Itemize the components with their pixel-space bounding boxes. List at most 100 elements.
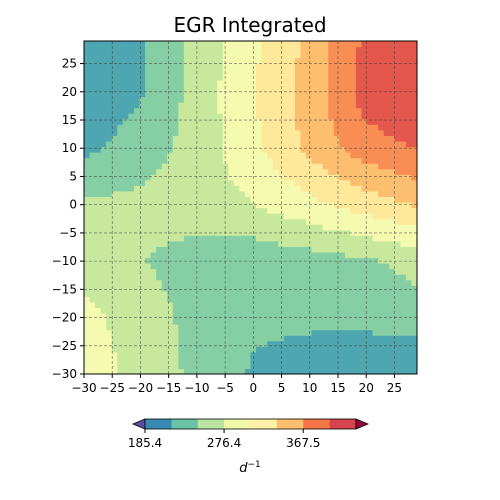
- contour-cell: [367, 268, 374, 275]
- contour-cell: [383, 351, 390, 358]
- contour-cell: [156, 329, 163, 336]
- contour-cell: [89, 290, 96, 297]
- contour-cell: [339, 157, 346, 164]
- contour-cell: [100, 279, 107, 286]
- contour-cell: [133, 290, 141, 297]
- contour-cell: [350, 213, 357, 220]
- contour-cell: [367, 351, 374, 358]
- contour-cell: [256, 163, 263, 170]
- contour-cell: [145, 318, 152, 325]
- contour-cell: [150, 96, 157, 103]
- contour-cell: [294, 318, 302, 325]
- contour-cell: [89, 357, 96, 364]
- contour-cell: [161, 63, 168, 70]
- contour-cell: [372, 157, 379, 164]
- contour-cell: [294, 90, 302, 98]
- contour-cell: [84, 307, 91, 314]
- contour-cell: [189, 296, 196, 303]
- contour-cell: [272, 85, 279, 92]
- contour-cell: [239, 179, 246, 186]
- contour-cell: [339, 57, 346, 64]
- contour-cell: [400, 268, 407, 275]
- contour-cell: [233, 235, 240, 242]
- contour-cell: [189, 301, 196, 308]
- contour-cell: [161, 74, 168, 81]
- contour-cell: [167, 96, 174, 103]
- contour-cell: [344, 90, 351, 98]
- contour-cell: [278, 207, 285, 214]
- contour-cell: [261, 351, 268, 358]
- contour-cell: [233, 207, 240, 214]
- x-tick-label: −25: [100, 381, 125, 395]
- contour-cell: [145, 240, 152, 247]
- contour-cell: [89, 68, 96, 75]
- contour-cell: [317, 168, 324, 175]
- contour-cell: [256, 340, 263, 347]
- contour-cell: [84, 229, 91, 236]
- contour-cell: [206, 179, 213, 186]
- contour-cell: [278, 146, 285, 153]
- contour-cell: [394, 207, 401, 214]
- contour-cell: [172, 135, 179, 142]
- contour-cell: [178, 135, 185, 142]
- contour-cell: [239, 118, 246, 125]
- contour-cell: [400, 307, 407, 314]
- contour-cell: [100, 213, 107, 220]
- contour-cell: [283, 274, 290, 281]
- contour-cell: [350, 152, 357, 159]
- contour-cell: [150, 152, 157, 159]
- contour-cell: [344, 85, 351, 92]
- contour-cell: [206, 279, 213, 286]
- contour-cell: [339, 85, 346, 92]
- contour-cell: [117, 113, 124, 120]
- contour-cell: [111, 268, 118, 275]
- contour-cell: [361, 90, 368, 98]
- contour-cell: [317, 146, 324, 153]
- contour-cell: [189, 207, 196, 214]
- contour-cell: [333, 96, 340, 103]
- contour-cell: [178, 201, 185, 209]
- contour-cell: [128, 74, 135, 81]
- contour-cell: [328, 57, 335, 64]
- contour-cell: [261, 285, 268, 292]
- contour-cell: [350, 318, 357, 325]
- contour-cell: [378, 268, 385, 275]
- contour-cell: [372, 263, 379, 270]
- contour-cell: [306, 57, 313, 64]
- contour-cell: [145, 163, 152, 170]
- contour-cell: [394, 140, 401, 148]
- contour-cell: [167, 329, 174, 336]
- contour-cell: [150, 318, 157, 325]
- contour-cell: [272, 329, 279, 336]
- contour-cell: [183, 68, 191, 75]
- contour-cell: [139, 157, 146, 164]
- contour-cell: [139, 301, 146, 308]
- contour-cell: [328, 213, 335, 220]
- contour-cell: [206, 296, 213, 303]
- contour-cell: [167, 163, 174, 170]
- contour-cell: [372, 113, 379, 120]
- contour-cell: [117, 268, 124, 275]
- contour-cell: [339, 357, 346, 364]
- contour-cell: [317, 346, 324, 353]
- contour-cell: [100, 52, 107, 59]
- contour-cell: [256, 46, 263, 53]
- contour-cell: [333, 57, 340, 64]
- contour-cell: [217, 235, 224, 242]
- contour-cell: [267, 96, 274, 103]
- contour-cell: [172, 290, 179, 297]
- contour-cell: [89, 368, 96, 374]
- contour-cell: [272, 74, 279, 81]
- contour-cell: [389, 113, 396, 120]
- contour-cell: [267, 52, 274, 59]
- contour-cell: [228, 257, 235, 264]
- contour-cell: [233, 107, 240, 114]
- contour-cell: [195, 329, 202, 336]
- contour-cell: [256, 335, 263, 342]
- contour-cell: [272, 107, 279, 114]
- contour-cell: [306, 307, 313, 314]
- contour-cell: [350, 124, 357, 131]
- contour-cell: [256, 113, 263, 120]
- contour-cell: [200, 329, 207, 336]
